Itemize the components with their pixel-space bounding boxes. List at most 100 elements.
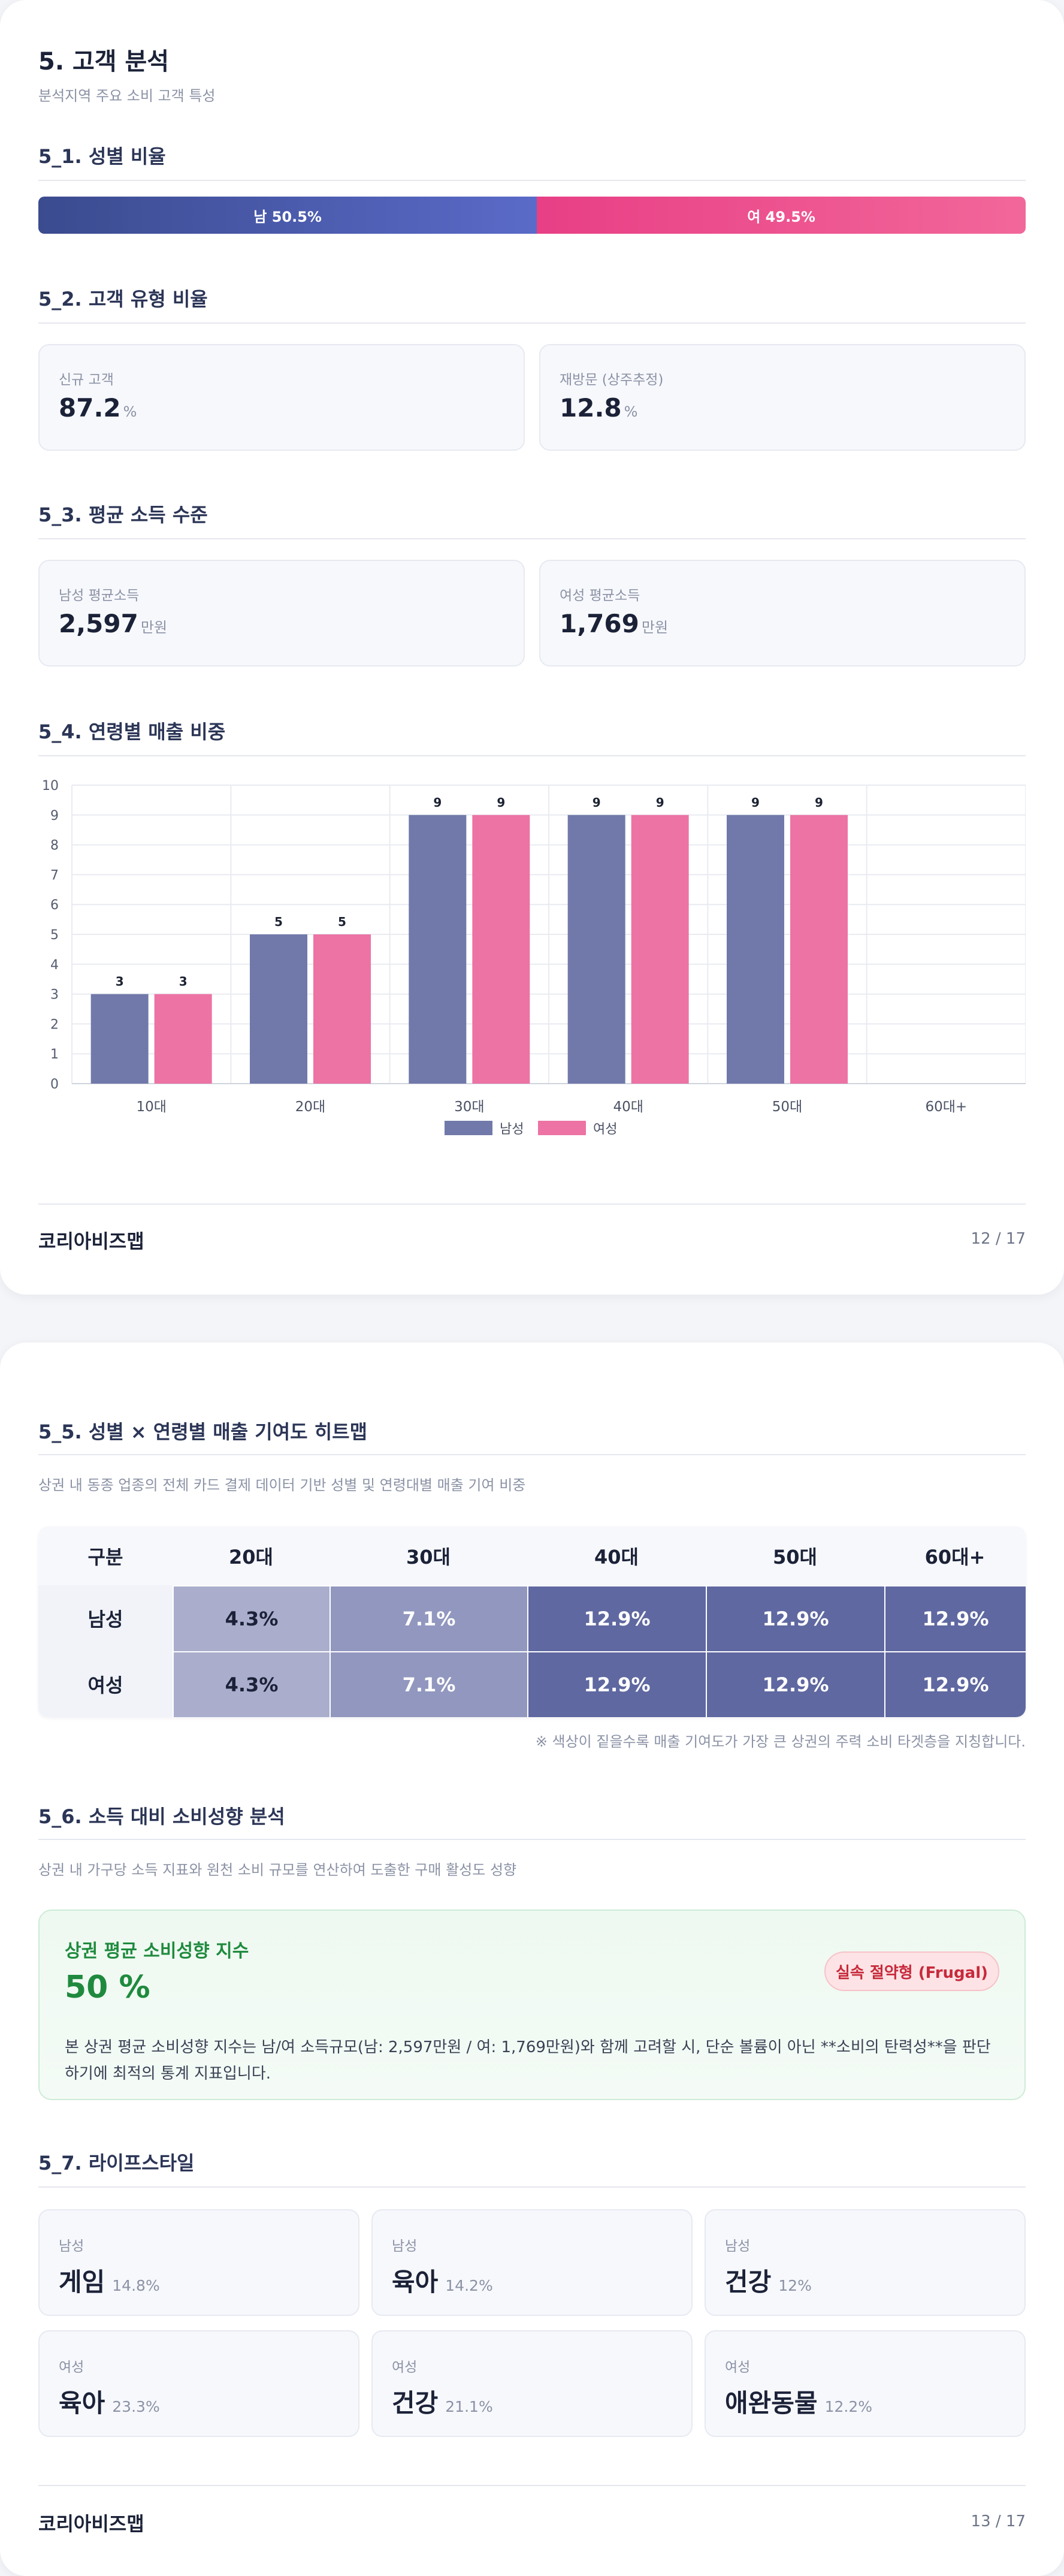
lifestyle-pct: 12.2%	[824, 2398, 872, 2415]
frugal-badge: 실속 절약형 (Frugal)	[824, 1951, 999, 1991]
gender-ratio-heading: 5_1. 성별 비율	[38, 145, 166, 168]
bar-female	[631, 815, 689, 1084]
y-tick-label: 5	[50, 928, 59, 943]
lifestyle-value: 건강 21.1%	[392, 2383, 493, 2420]
gender-bar-male: 남 50.5%	[38, 197, 537, 234]
report-page-12: 5. 고객 분석 분석지역 주요 소비 고객 특성 5_1. 성별 비율 남 5…	[0, 0, 1064, 1295]
female-income-card: 여성 평균소득 1,769 만원	[539, 560, 1026, 666]
brand-logo-text: 코리아비즈맵	[38, 2512, 144, 2535]
heatmap-corner-header: 구분	[38, 1527, 173, 1585]
y-tick-label: 1	[50, 1047, 59, 1062]
data-label: 9	[751, 795, 760, 810]
lifestyle-name: 건강	[725, 2267, 772, 2297]
legend-swatch	[445, 1121, 492, 1135]
bar-female	[790, 815, 848, 1084]
gender-ratio-bar: 남 50.5% 여 49.5%	[38, 197, 1026, 234]
lifestyle-value: 애완동물 12.2%	[725, 2383, 872, 2420]
y-tick-label: 0	[50, 1077, 59, 1092]
card-label: 재방문 (상주추정)	[560, 372, 664, 388]
lifestyle-pct: 21.1%	[445, 2398, 493, 2415]
bar-male	[250, 934, 307, 1084]
lifestyle-name: 건강	[392, 2388, 439, 2418]
heatmap-cell: 4.3%	[173, 1585, 330, 1651]
heatmap-cell: 12.9%	[527, 1585, 706, 1651]
lifestyle-pct: 14.8%	[112, 2277, 160, 2294]
bar-male	[90, 994, 149, 1084]
age-sales-heading: 5_4. 연령별 매출 비중	[38, 720, 226, 743]
bar-female	[154, 994, 212, 1084]
heatmap-cell: 12.9%	[527, 1651, 706, 1717]
data-label: 5	[338, 915, 346, 929]
heatmap-col-header: 60대+	[884, 1527, 1026, 1585]
lifestyle-name: 애완동물	[725, 2388, 818, 2418]
consumption-index-card: 상권 평균 소비성향 지수 50 % 실속 절약형 (Frugal) 본 상권 …	[38, 1910, 1026, 2100]
lifestyle-value: 육아 14.2%	[392, 2262, 493, 2299]
card-label: 여성 평균소득	[560, 588, 640, 604]
consumption-heading: 5_6. 소득 대비 소비성향 분석	[38, 1805, 285, 1828]
card-value: 1,769 만원	[560, 609, 669, 638]
brand-logo-text: 코리아비즈맵	[38, 1230, 144, 1253]
heatmap-note: ※ 색상이 짙을수록 매출 기여도가 가장 큰 상권의 주력 소비 타겟층을 지…	[535, 1733, 1026, 1750]
heatmap-cell: 12.9%	[706, 1651, 884, 1717]
page-subtitle: 분석지역 주요 소비 고객 특성	[38, 88, 216, 104]
bar-female	[313, 934, 371, 1084]
heatmap-cell: 4.3%	[173, 1651, 330, 1717]
y-tick-label: 3	[50, 988, 59, 1003]
lifestyle-heading: 5_7. 라이프스타일	[38, 2152, 195, 2174]
data-label: 3	[179, 975, 188, 989]
x-tick-label: 30대	[454, 1099, 484, 1115]
gender-bar-female: 여 49.5%	[537, 197, 1026, 234]
data-label: 5	[274, 915, 283, 929]
y-tick-label: 2	[50, 1017, 59, 1032]
page-number: 12 / 17	[971, 1230, 1026, 1248]
lifestyle-card: 남성 육아 14.2%	[371, 2209, 693, 2316]
lifestyle-gender: 남성	[59, 2239, 84, 2254]
x-tick-label: 40대	[613, 1099, 643, 1115]
heatmap-cell: 12.9%	[884, 1585, 1026, 1651]
data-label: 3	[116, 975, 124, 989]
section-divider	[38, 538, 1026, 539]
bar-male	[727, 815, 784, 1084]
index-title: 상권 평균 소비성향 지수	[65, 1941, 249, 1962]
lifestyle-pct: 12%	[778, 2277, 812, 2294]
index-description: 본 상권 평균 소비성향 지수는 남/여 소득규모(남: 2,597만원 / 여…	[65, 2038, 991, 2083]
page-number: 13 / 17	[971, 2512, 1026, 2530]
footer-divider	[38, 2485, 1026, 2486]
index-value: 50 %	[65, 1969, 150, 2005]
lifestyle-name: 육아	[59, 2388, 105, 2418]
lifestyle-pct: 23.3%	[112, 2398, 160, 2415]
lifestyle-value: 육아 23.3%	[59, 2383, 160, 2420]
heatmap-desc: 상권 내 동종 업종의 전체 카드 결제 데이터 기반 성별 및 연령대별 매출…	[38, 1477, 526, 1494]
legend-swatch	[538, 1121, 586, 1135]
bar-female	[472, 815, 530, 1084]
bar-male	[567, 815, 625, 1084]
section-divider	[38, 1454, 1026, 1455]
data-label: 9	[656, 795, 664, 810]
heatmap-cell: 7.1%	[330, 1585, 527, 1651]
y-tick-label: 9	[50, 809, 59, 824]
legend-label: 여성	[593, 1122, 617, 1137]
lifestyle-gender: 여성	[392, 2360, 418, 2375]
lifestyle-gender: 여성	[59, 2360, 84, 2375]
heatmap-col-header: 20대	[173, 1527, 330, 1585]
data-label: 9	[497, 795, 505, 810]
y-tick-label: 10	[42, 779, 59, 794]
lifestyle-name: 육아	[392, 2267, 439, 2297]
section-divider	[38, 1839, 1026, 1840]
heatmap-col-header: 30대	[330, 1527, 527, 1585]
legend-label: 남성	[500, 1122, 524, 1137]
heatmap-cell: 12.9%	[706, 1585, 884, 1651]
page-title: 5. 고객 분석	[38, 48, 170, 76]
x-tick-label: 60대+	[925, 1099, 967, 1115]
lifestyle-name: 게임	[59, 2267, 105, 2297]
heatmap-row-header: 남성	[38, 1585, 173, 1651]
customer-type-heading: 5_2. 고객 유형 비율	[38, 288, 208, 310]
returning-customer-card: 재방문 (상주추정) 12.8%	[539, 344, 1026, 451]
heatmap-cell: 12.9%	[884, 1651, 1026, 1717]
heatmap-row-header: 여성	[38, 1651, 173, 1717]
x-tick-label: 10대	[136, 1099, 166, 1115]
section-divider	[38, 2186, 1026, 2188]
lifestyle-card: 남성 건강 12%	[705, 2209, 1026, 2316]
section-divider	[38, 322, 1026, 324]
